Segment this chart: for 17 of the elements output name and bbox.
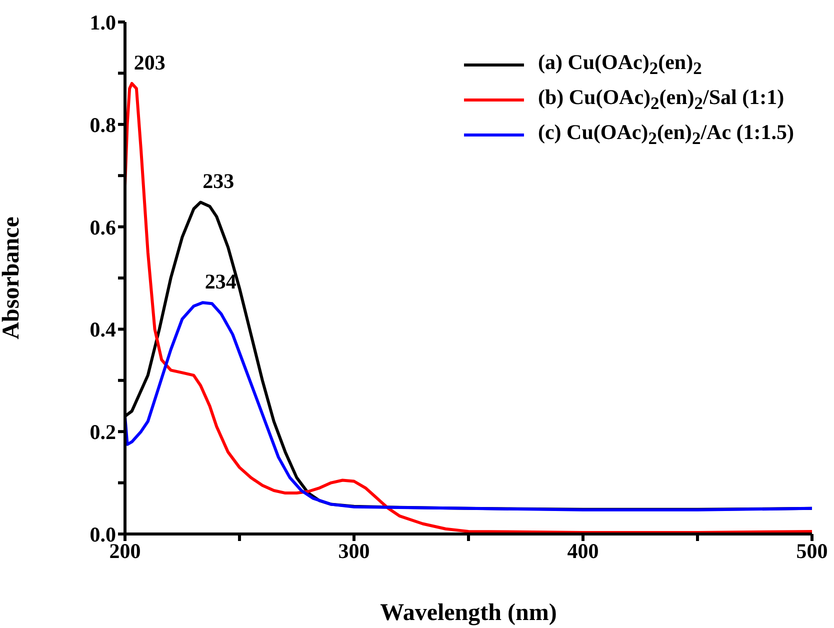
y-axis-title: Absorbance	[0, 216, 25, 340]
legend-label: (c) Cu(OAc)$_{2}$(en)$_{2}$/Ac (1:1.5)	[538, 120, 794, 150]
annotation: 233	[202, 169, 234, 194]
line-series	[125, 301, 812, 512]
y-tick-label: 0.6	[90, 215, 116, 240]
y-tick-label: 1.0	[90, 10, 116, 34]
y-tick-label: 0.4	[90, 318, 116, 342]
y-tick-label: 0.8	[90, 112, 116, 137]
x-tick-label: 300	[338, 538, 370, 563]
legend-label: (b) Cu(OAc)$_{2}$(en)$_{2}$/Sal (1:1)	[538, 85, 784, 114]
x-axis-title: Wavelength (nm)	[380, 600, 557, 626]
annotation: 203	[134, 50, 166, 74]
y-tick-label: 0.2	[90, 420, 116, 444]
x-tick-label: 500	[796, 538, 828, 563]
legend-label: (a) Cu(OAc)$_{2}$(en)$_{2}$	[538, 50, 702, 80]
annotation: 234	[204, 270, 237, 294]
x-tick-label: 400	[567, 538, 599, 563]
